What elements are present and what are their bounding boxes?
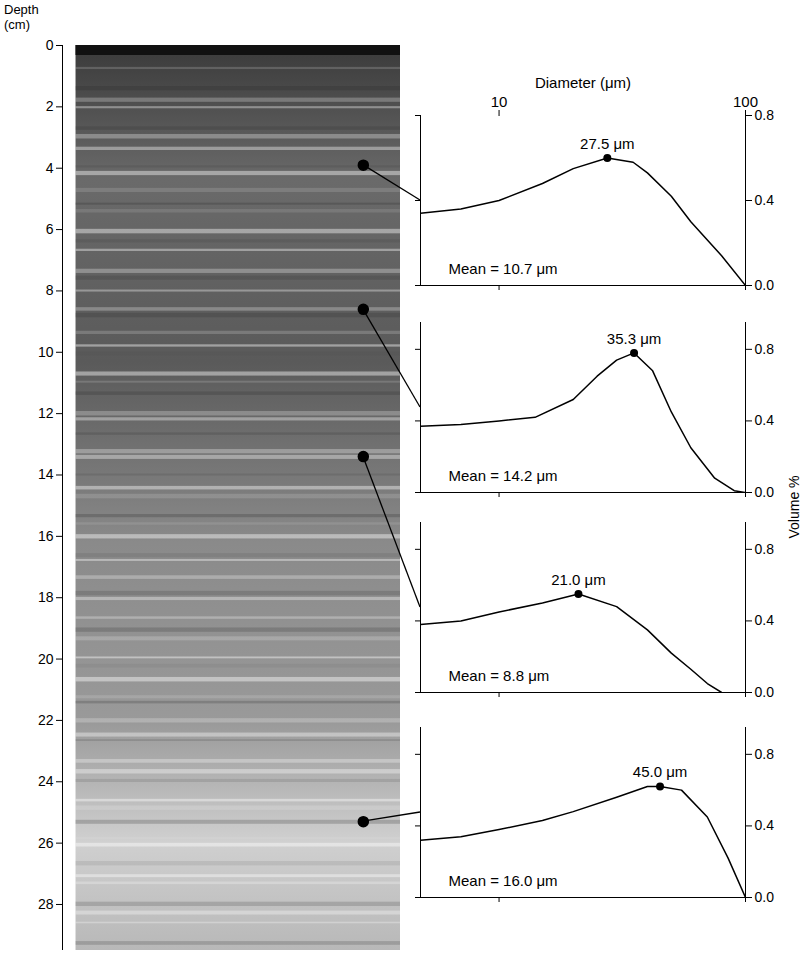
svg-text:20: 20 xyxy=(38,651,54,667)
svg-text:10: 10 xyxy=(38,344,54,360)
svg-text:45.0 μm: 45.0 μm xyxy=(633,763,688,780)
svg-text:28: 28 xyxy=(38,896,54,912)
svg-text:24: 24 xyxy=(38,773,54,789)
svg-text:0.4: 0.4 xyxy=(755,817,775,833)
svg-text:10: 10 xyxy=(491,93,508,110)
svg-text:0.0: 0.0 xyxy=(755,484,775,500)
svg-text:100: 100 xyxy=(733,93,758,110)
svg-text:Volume %: Volume % xyxy=(786,475,802,538)
svg-text:2: 2 xyxy=(46,98,54,114)
svg-text:Mean = 14.2 μm: Mean = 14.2 μm xyxy=(449,467,558,484)
svg-text:8: 8 xyxy=(46,282,54,298)
svg-text:Diameter (μm): Diameter (μm) xyxy=(535,74,631,91)
svg-text:16: 16 xyxy=(38,528,54,544)
svg-text:21.0 μm: 21.0 μm xyxy=(551,571,606,588)
svg-text:0.8: 0.8 xyxy=(754,107,774,123)
svg-text:26: 26 xyxy=(38,835,54,851)
svg-text:0.0: 0.0 xyxy=(755,889,775,905)
svg-text:22: 22 xyxy=(38,712,54,728)
svg-text:0.0: 0.0 xyxy=(755,684,775,700)
svg-text:27.5 μm: 27.5 μm xyxy=(580,135,635,152)
svg-text:Depth(cm): Depth(cm) xyxy=(4,2,39,32)
svg-text:18: 18 xyxy=(38,589,54,605)
svg-text:0.8: 0.8 xyxy=(755,746,775,762)
svg-text:0.8: 0.8 xyxy=(755,541,775,557)
svg-text:0.4: 0.4 xyxy=(755,612,775,628)
svg-text:14: 14 xyxy=(38,466,54,482)
svg-text:0.8: 0.8 xyxy=(755,341,775,357)
svg-text:Mean = 8.8 μm: Mean = 8.8 μm xyxy=(449,667,550,684)
svg-text:Mean = 16.0 μm: Mean = 16.0 μm xyxy=(449,872,558,889)
svg-text:0: 0 xyxy=(46,37,54,53)
svg-text:6: 6 xyxy=(46,221,54,237)
svg-text:4: 4 xyxy=(46,160,54,176)
svg-text:12: 12 xyxy=(38,405,54,421)
svg-text:35.3 μm: 35.3 μm xyxy=(607,330,662,347)
svg-text:0.4: 0.4 xyxy=(755,412,775,428)
svg-text:Mean = 10.7 μm: Mean = 10.7 μm xyxy=(449,260,558,277)
svg-text:0.4: 0.4 xyxy=(755,192,775,208)
svg-text:0.0: 0.0 xyxy=(755,277,775,293)
